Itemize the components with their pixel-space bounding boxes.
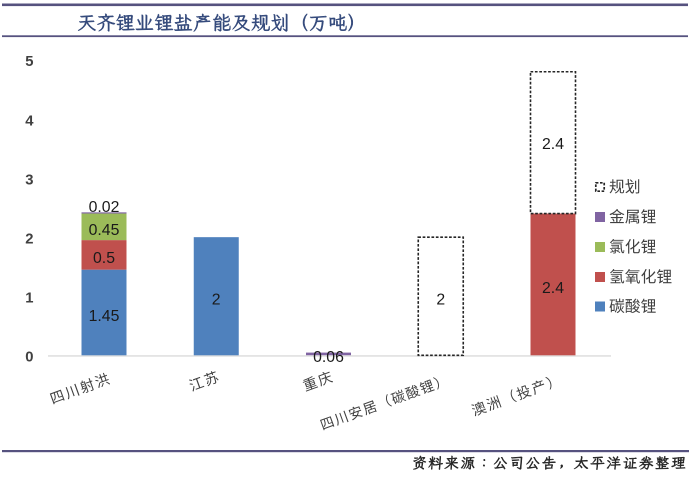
svg-text:2.4: 2.4 (542, 136, 564, 153)
svg-text:3: 3 (25, 172, 33, 188)
svg-text:0.02: 0.02 (89, 199, 120, 216)
svg-text:2.4: 2.4 (542, 280, 564, 297)
svg-text:5: 5 (25, 54, 33, 70)
svg-text:1: 1 (25, 291, 33, 307)
svg-text:2: 2 (212, 291, 221, 308)
svg-text:0.45: 0.45 (89, 222, 120, 239)
svg-text:2: 2 (436, 291, 445, 308)
svg-text:0: 0 (25, 350, 33, 366)
svg-text:2: 2 (25, 232, 33, 248)
svg-text:1.45: 1.45 (89, 308, 120, 325)
svg-text:0.5: 0.5 (93, 250, 115, 267)
svg-text:0.06: 0.06 (313, 349, 344, 366)
svg-text:4: 4 (25, 113, 34, 129)
